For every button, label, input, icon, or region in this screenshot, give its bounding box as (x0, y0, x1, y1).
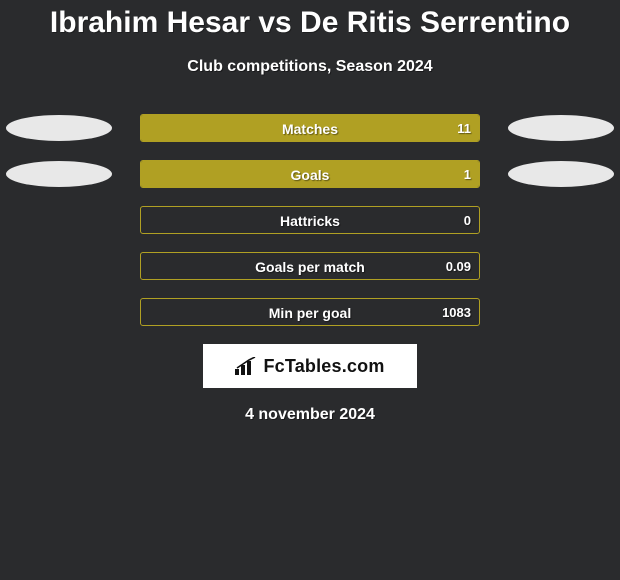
stat-label: Goals (141, 161, 479, 187)
page-date: 4 november 2024 (0, 406, 620, 424)
stat-label: Goals per match (141, 253, 479, 279)
page-subtitle: Club competitions, Season 2024 (0, 58, 620, 76)
stat-value: 1083 (442, 299, 471, 325)
stat-row: Min per goal1083 (0, 298, 620, 326)
right-ellipse (508, 161, 614, 187)
stat-row: Goals per match0.09 (0, 252, 620, 280)
stat-bar: Goals per match0.09 (140, 252, 480, 280)
stat-value: 0 (464, 207, 471, 233)
stat-label: Matches (141, 115, 479, 141)
stat-row: Hattricks0 (0, 206, 620, 234)
stat-label: Min per goal (141, 299, 479, 325)
left-ellipse (6, 115, 112, 141)
bars-icon (235, 357, 257, 375)
stat-value: 0.09 (446, 253, 471, 279)
stat-row: Matches11 (0, 114, 620, 142)
stat-value: 1 (464, 161, 471, 187)
stats-rows: Matches11 Goals1 Hattricks0 Goals per match… (0, 114, 620, 326)
stat-bar: Hattricks0 (140, 206, 480, 234)
stat-bar: Goals1 (140, 160, 480, 188)
page-title: Ibrahim Hesar vs De Ritis Serrentino (0, 0, 620, 40)
stat-bar: Matches11 (140, 114, 480, 142)
stat-label: Hattricks (141, 207, 479, 233)
logo-text: FcTables.com (263, 356, 384, 377)
left-ellipse (6, 161, 112, 187)
right-ellipse (508, 115, 614, 141)
stat-value: 11 (457, 115, 471, 141)
logo-box: FcTables.com (203, 344, 417, 388)
stat-bar: Min per goal1083 (140, 298, 480, 326)
stat-row: Goals1 (0, 160, 620, 188)
